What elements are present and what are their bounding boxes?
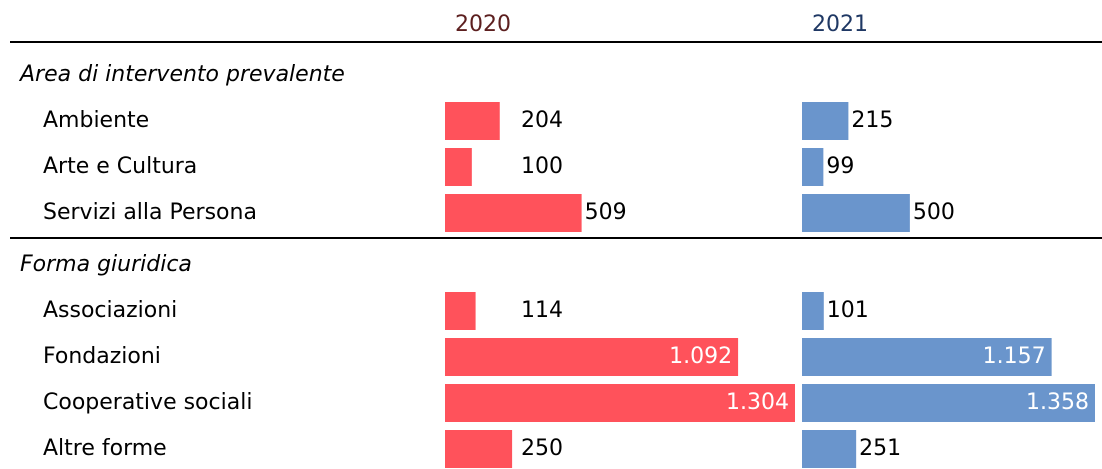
bar [445,148,472,186]
section-title: Area di intervento prevalente [18,62,345,87]
value-label: 1.157 [983,344,1046,369]
row-label: Altre forme [43,436,167,461]
bar [445,338,739,376]
value-label: 1.304 [726,390,789,415]
bar [802,292,824,330]
value-label: 101 [827,298,869,323]
row-label: Arte e Cultura [43,154,197,179]
value-label: 509 [585,200,627,225]
row-label: Servizi alla Persona [43,200,257,225]
value-label: 500 [913,200,955,225]
bar [445,384,795,422]
value-label: 114 [521,298,563,323]
value-label: 251 [859,436,901,461]
value-label: 204 [521,108,563,133]
value-label: 100 [521,154,563,179]
bar [445,430,513,468]
value-label: 215 [851,108,893,133]
value-label: 1.358 [1026,390,1089,415]
section-title: Forma giuridica [20,252,192,277]
row-label: Ambiente [43,108,149,133]
value-label: 250 [521,436,563,461]
row-label: Fondazioni [43,344,161,369]
column-header: 2021 [812,12,868,37]
row-label: Cooperative sociali [43,390,252,415]
bar [802,430,857,468]
bar [445,292,476,330]
bar [445,194,582,232]
value-label: 1.092 [669,344,732,369]
row-label: Associazioni [43,298,177,323]
column-header: 2020 [455,12,511,37]
bar [802,338,1052,376]
bar [445,102,500,140]
value-label: 99 [826,154,854,179]
bar [802,194,910,232]
bar [802,148,824,186]
bar [802,384,1095,422]
bar [802,102,849,140]
